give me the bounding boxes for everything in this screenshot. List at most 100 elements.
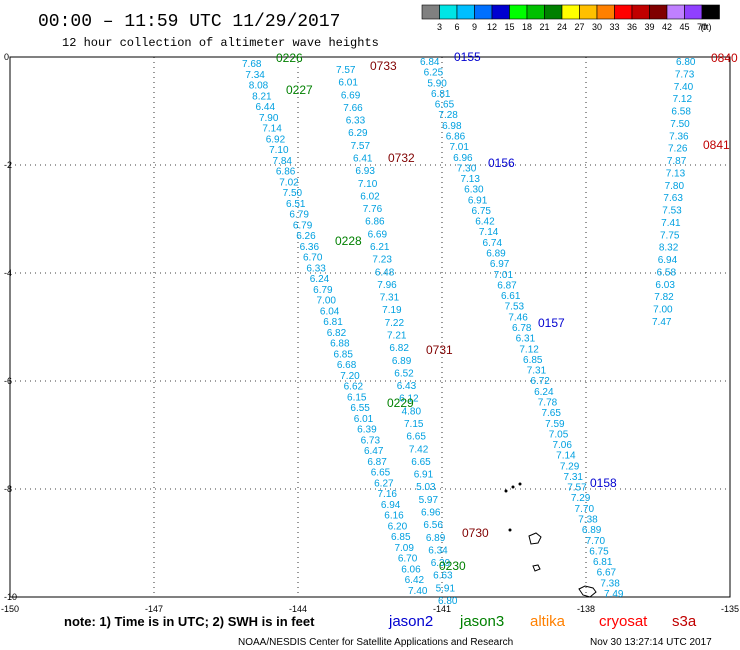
colorbar-swatch <box>509 4 528 20</box>
colorbar-legend: 3 6 9 12 15 18 21 24 27 30 33 36 39 42 45 70(ft) <box>421 4 720 32</box>
wave-height-value: 7.36 <box>669 131 689 142</box>
colorbar-swatch <box>631 4 650 20</box>
wave-height-value: 6.79 <box>289 210 309 221</box>
wave-height-value: 6.27 <box>374 478 394 489</box>
wave-height-value: 6.25 <box>424 68 444 79</box>
wave-height-value: 6.55 <box>350 403 370 414</box>
track-jason3-left: 7.687.348.088.216.447.907.146.927.107.84… <box>242 59 428 597</box>
wave-height-value: 5.90 <box>427 78 447 89</box>
wave-height-value: 6.82 <box>327 328 347 339</box>
wave-height-value: 7.00 <box>317 296 337 307</box>
wave-height-value: 6.85 <box>523 355 543 366</box>
wave-height-value: 8.21 <box>252 91 272 102</box>
wave-height-value: 7.73 <box>675 69 695 80</box>
longitude-tick-label: -141 <box>433 604 451 614</box>
wave-height-value: 6.72 <box>530 376 550 387</box>
latitude-tick-label: -2 <box>4 160 12 170</box>
wave-height-value: 6.36 <box>300 242 320 253</box>
pass-label: 0732 <box>388 151 415 165</box>
wave-height-value: 7.50 <box>670 119 690 130</box>
wave-height-value: 7.34 <box>245 70 265 81</box>
mission-cryosat: cryosat <box>599 613 648 630</box>
wave-height-value: 6.16 <box>384 511 404 522</box>
colorbar-swatch <box>544 4 563 20</box>
wave-height-value: 7.57 <box>567 483 587 494</box>
wave-height-value: 7.16 <box>378 489 398 500</box>
wave-height-value: 6.86 <box>446 131 466 142</box>
units-note: note: 1) Time is in UTC; 2) SWH is in fe… <box>64 614 315 629</box>
mission-jason3: jason3 <box>459 613 504 630</box>
wave-height-value: 7.15 <box>404 419 424 430</box>
wave-height-value: 7.38 <box>600 578 620 589</box>
wave-height-value: 6.31 <box>516 334 536 345</box>
map-subtitle: 12 hour collection of altimeter wave hei… <box>62 36 379 50</box>
wave-height-value: 7.75 <box>660 230 680 241</box>
wave-height-value: 7.12 <box>673 94 693 105</box>
colorbar-swatch <box>614 4 633 20</box>
wave-height-value: 6.30 <box>464 185 484 196</box>
wave-height-value: 5.03 <box>416 482 436 493</box>
pass-label: 0227 <box>286 83 313 97</box>
wave-height-value: 6.39 <box>431 558 451 569</box>
wave-height-value: 6.52 <box>394 368 414 379</box>
wave-height-value: 6.81 <box>431 89 451 100</box>
colorbar-swatch <box>596 4 615 20</box>
wave-height-value: 6.68 <box>337 360 357 371</box>
island-shape <box>528 532 542 545</box>
wave-height-value: 7.28 <box>438 110 458 121</box>
wave-height-value: 6.47 <box>364 446 384 457</box>
wave-height-value: 6.79 <box>293 220 313 231</box>
wave-height-value: 7.19 <box>382 305 402 316</box>
wave-height-value: 6.91 <box>468 195 488 206</box>
colorbar-label: (ft) <box>701 22 712 32</box>
wave-height-value: 7.57 <box>336 65 356 76</box>
wave-height-value: 7.10 <box>269 145 289 156</box>
wave-height-value: 7.59 <box>545 419 565 430</box>
wave-height-value: 7.49 <box>604 589 624 600</box>
wave-height-value: 6.03 <box>655 280 675 291</box>
wave-height-value: 6.61 <box>501 291 521 302</box>
wave-height-value: 7.47 <box>652 317 672 328</box>
footer-credit: NOAA/NESDIS Center for Satellite Applica… <box>238 637 513 648</box>
pass-label: 0730 <box>462 526 489 540</box>
wave-height-value: 7.06 <box>552 440 572 451</box>
longitude-tick-label: -138 <box>577 604 595 614</box>
latitude-tick-label: -6 <box>4 376 12 386</box>
wave-height-value: 6.86 <box>276 167 296 178</box>
wave-height-value: 6.24 <box>310 274 330 285</box>
island-dot <box>508 528 512 532</box>
wave-height-value: 6.75 <box>589 546 609 557</box>
wave-height-tracks: 7.687.348.088.216.447.907.146.927.107.84… <box>242 57 696 607</box>
wave-height-value: 7.31 <box>527 366 547 377</box>
pass-label: 0156 <box>488 156 515 170</box>
wave-height-value: 7.20 <box>340 371 360 382</box>
wave-height-value: 7.10 <box>358 179 378 190</box>
wave-height-value: 6.94 <box>658 255 678 266</box>
longitude-tick-label: -135 <box>721 604 739 614</box>
colorbar-swatch <box>526 4 545 20</box>
map-grid: 0 -2 -4 -6 -8 -10 -150 -147 -144 -141 -138 -135 <box>1 52 739 614</box>
latitude-tick-label: -4 <box>4 268 12 278</box>
island-shapes <box>504 482 597 598</box>
wave-height-value: 6.42 <box>475 217 495 228</box>
longitude-tick-label: -147 <box>145 604 163 614</box>
track-jason2-middle: 6.846.255.906.816.657.286.986.867.016.96… <box>420 57 624 600</box>
wave-height-value: 7.29 <box>571 493 591 504</box>
wave-height-value: 8.08 <box>249 81 269 92</box>
wave-height-value: 6.92 <box>266 134 286 145</box>
wave-height-value: 6.51 <box>286 199 306 210</box>
colorbar-swatch <box>561 4 580 20</box>
wave-height-value: 7.46 <box>508 312 528 323</box>
wave-height-value: 6.88 <box>330 339 350 350</box>
wave-height-value: 8.32 <box>659 243 679 254</box>
wave-height-value: 7.14 <box>556 451 576 462</box>
wave-height-value: 6.89 <box>426 533 446 544</box>
pass-label: 0840 <box>711 51 738 65</box>
wave-height-value: 6.67 <box>597 568 617 579</box>
colorbar-swatch <box>649 4 668 20</box>
wave-height-value: 6.85 <box>391 532 411 543</box>
wave-height-value: 7.96 <box>377 280 397 291</box>
track-jason3-right: 7.576.016.697.666.336.297.576.416.937.10… <box>336 65 458 607</box>
wave-height-value: 7.05 <box>549 429 569 440</box>
